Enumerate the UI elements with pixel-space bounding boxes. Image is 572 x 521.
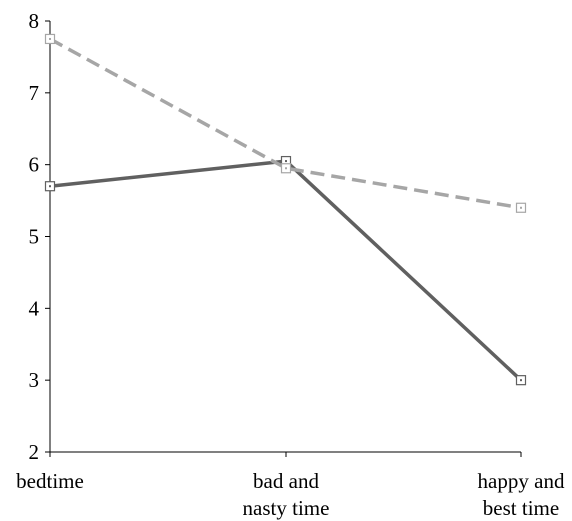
series-2-line xyxy=(49,37,522,210)
series-1-point-center xyxy=(520,379,522,382)
y-tick-label: 6 xyxy=(29,153,40,177)
y-tick-label: 2 xyxy=(29,440,40,464)
x-tick-label: happy and best time xyxy=(478,469,565,520)
tick-labels: 2 3 4 5 6 7 8 bedtime bad and nasty time happy and… xyxy=(16,9,565,520)
series-2-point-center xyxy=(49,37,51,40)
series-1-point-center xyxy=(285,160,287,163)
y-tick-label: 8 xyxy=(29,9,40,33)
y-tick-label: 5 xyxy=(29,225,40,249)
series-2-point-center xyxy=(285,167,287,170)
x-tick-label: bedtime xyxy=(16,469,84,493)
y-tick-label: 3 xyxy=(29,368,40,392)
y-tick-label: 4 xyxy=(29,296,40,320)
series-2-point-center xyxy=(520,206,522,209)
axes xyxy=(45,20,522,457)
series-1-point-center xyxy=(49,185,51,188)
series-layer xyxy=(44,33,527,386)
y-tick-label: 7 xyxy=(29,81,40,105)
x-tick-label: bad and nasty time xyxy=(243,469,330,520)
series-1-line xyxy=(49,159,523,382)
